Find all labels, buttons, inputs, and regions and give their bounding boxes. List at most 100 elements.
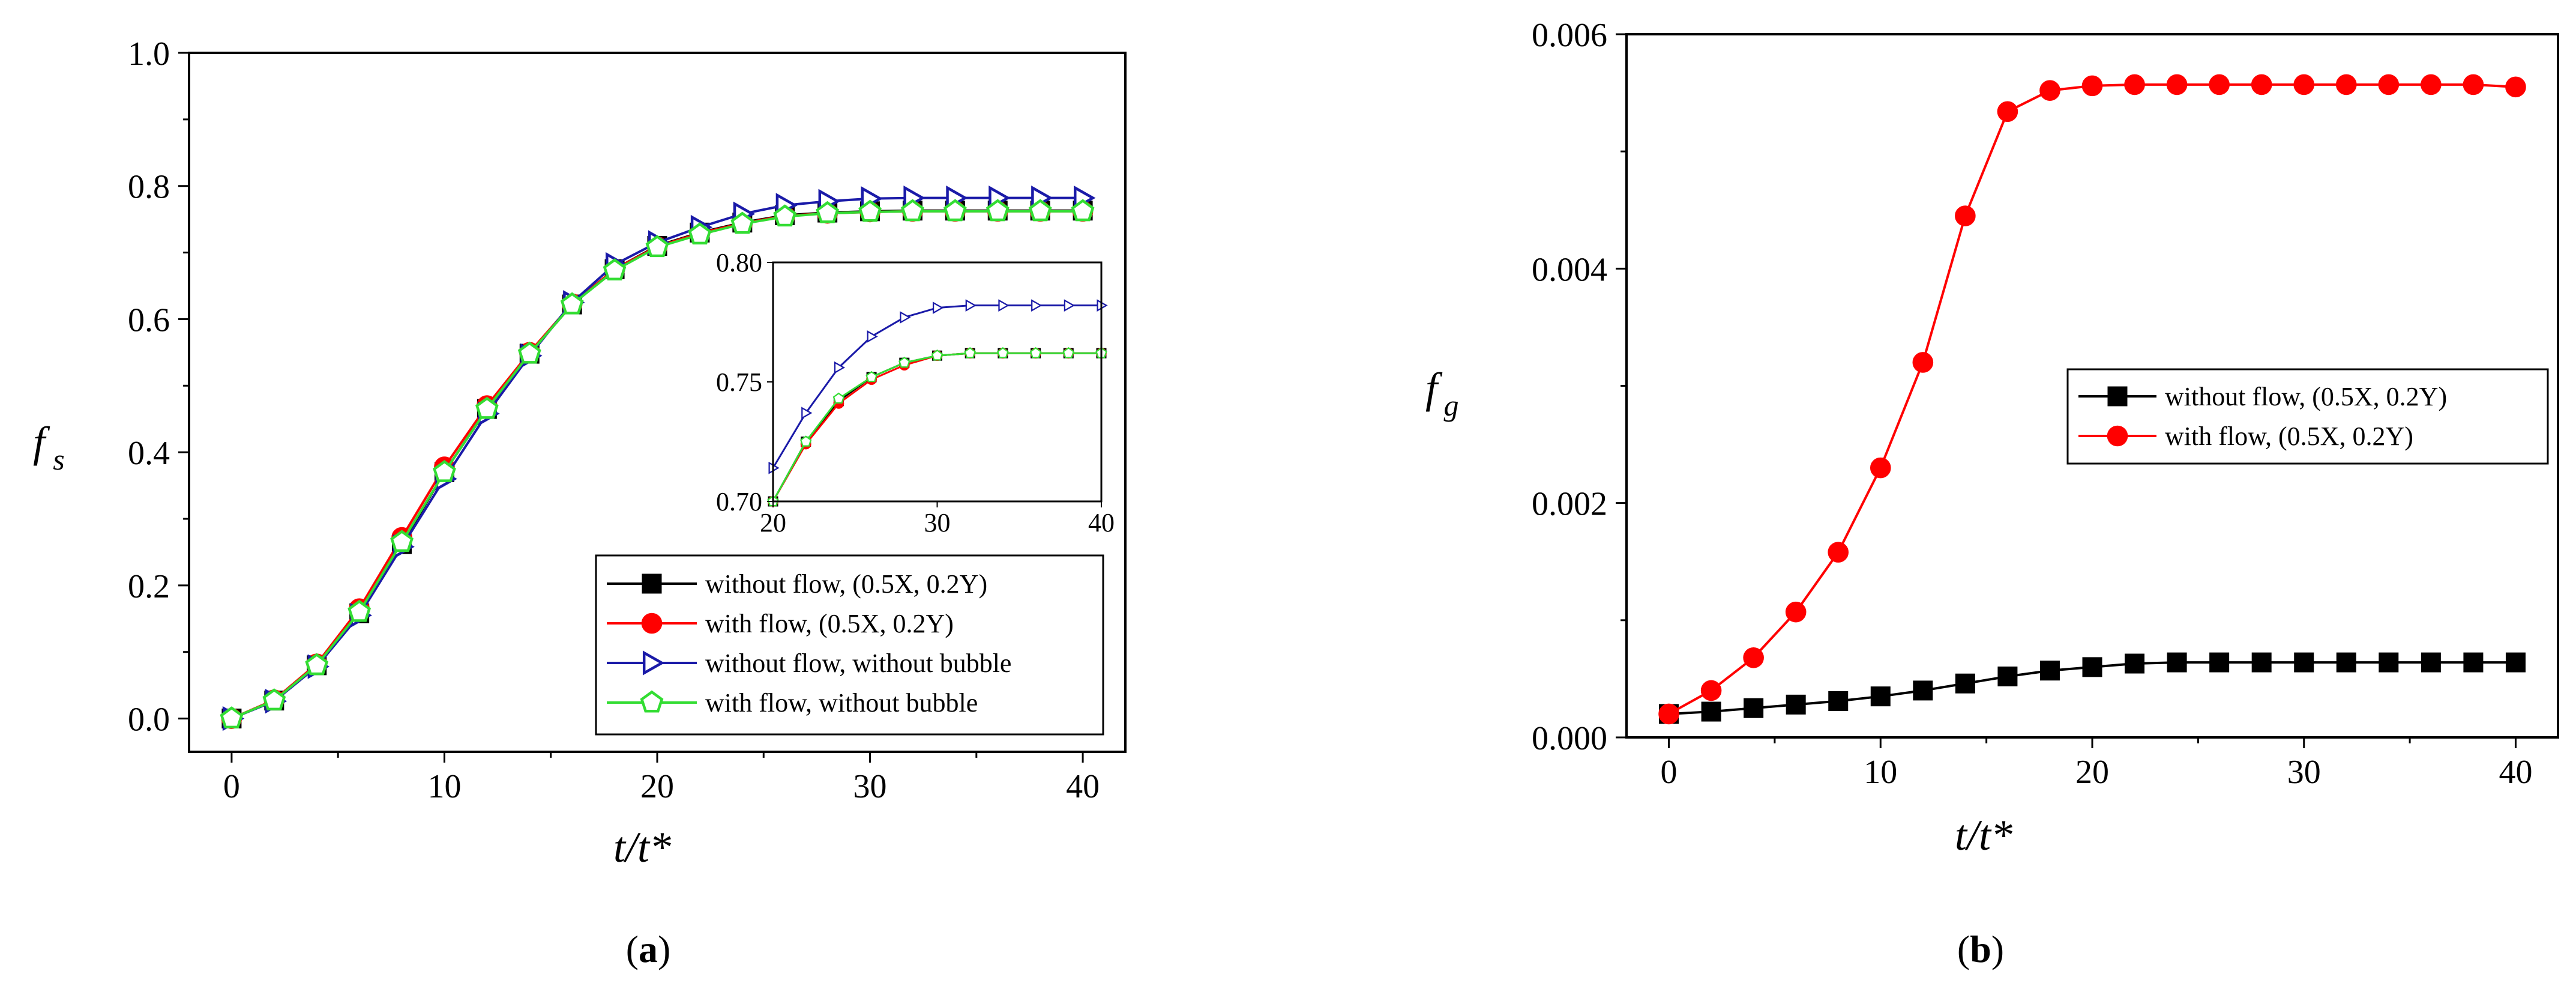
panel-a-plot-area: 0 10 20 30 40 0.0 0.2 0.4 0.6 0.8 1.0 [128, 35, 1127, 805]
panel-b-series-with-flow-0-5x-0-2y [1658, 74, 2526, 725]
panel-a-ytick-label: 0.2 [128, 568, 170, 605]
panel-a-data-point [475, 396, 499, 419]
panel-b-data-point [2125, 653, 2145, 674]
panel-b-data-point [2379, 652, 2399, 673]
panel-b: 0 10 20 30 40 0.000 0.002 0.004 0.006 without fl… [1425, 17, 2559, 970]
panel-b-data-point [1828, 691, 1849, 711]
panel-a-series-with-flow-without-bubble [220, 199, 1095, 729]
panel-a-legend-marker [641, 612, 663, 634]
panel-b-data-point [2039, 80, 2060, 101]
panel-a-data-point [773, 204, 797, 227]
panel-a-caption-letter: a [639, 928, 658, 970]
panel-a-caption: (a) [626, 928, 671, 970]
panel-a-xtick-label: 10 [427, 768, 461, 805]
panel-b-data-point [2209, 74, 2230, 95]
panel-a-inset-background [773, 262, 1101, 501]
panel-a-inset-data-point [998, 299, 1010, 312]
panel-b-legend: without flow, (0.5X, 0.2Y) with flow, (0.… [2066, 368, 2549, 465]
panel-a-legend-marker [640, 690, 664, 713]
panel-b-data-point [1997, 101, 2018, 122]
panel-b-data-point [2421, 652, 2441, 673]
panel-b-data-point [2293, 74, 2315, 95]
panel-a-data-point [603, 258, 627, 280]
panel-b-data-point [2166, 74, 2188, 95]
panel-a-inset-data-point [898, 356, 910, 368]
panel-a-data-point [688, 222, 712, 245]
panel-b-data-point [2505, 76, 2526, 98]
panel-b-ytick-label: 0.004 [1532, 251, 1607, 288]
panel-a-inset-ytick-label: 0.80 [716, 248, 762, 277]
panel-b-data-point [2251, 74, 2272, 95]
panel-a-inset-data-point [865, 371, 877, 383]
panel-a-ylabel-sub: s [53, 443, 64, 476]
panel-a-ytick-label: 0.4 [128, 435, 170, 472]
panel-a-inset-xtick-label: 30 [924, 508, 951, 537]
panel-a-inset-ytick-label: 0.70 [716, 487, 762, 516]
panel-b-ylabel-sub: g [1444, 389, 1459, 422]
panel-b-data-point [1997, 667, 2018, 687]
panel-b-data-point [1743, 647, 1764, 668]
panel-a-xtick-label: 30 [853, 768, 887, 805]
panel-b-legend-label: without flow, (0.5X, 0.2Y) [2165, 382, 2447, 411]
panel-a-inset-data-point [965, 299, 977, 312]
panel-a-data-point [730, 211, 754, 234]
panel-a-inset-xtick-label: 20 [760, 508, 786, 537]
panel-b-data-point [1870, 686, 1891, 707]
panel-a-data-point [1071, 199, 1095, 222]
panel-a-legend-label: without flow, without bubble [705, 649, 1011, 678]
panel-a-inset-data-point [932, 301, 944, 314]
panel-b-data-point [2378, 74, 2400, 95]
panel-b-data-point [2463, 652, 2484, 673]
panel-b-ytick-label: 0.002 [1532, 486, 1607, 523]
panel-a-legend-marker [642, 650, 665, 676]
panel-b-data-point [1955, 673, 1975, 694]
panel-b-legend-box [2066, 368, 2549, 465]
panel-b-legend-label: with flow, (0.5X, 0.2Y) [2165, 422, 2413, 451]
panel-a-inset-data-point [832, 392, 845, 404]
panel-a-ytick-label: 1.0 [128, 35, 170, 73]
panel-a-data-point [305, 653, 329, 676]
panel-a-inset-data-point [900, 311, 911, 324]
panel-b-xtick-label: 30 [2287, 754, 2321, 791]
panel-a-inset-ytick-label: 0.75 [716, 367, 762, 397]
panel-b-data-point [1658, 703, 1679, 725]
panel-a-xtick-label: 40 [1066, 768, 1100, 805]
panel-a-data-point [262, 688, 286, 711]
panel-a-data-point [943, 199, 967, 222]
panel-b-data-point [1701, 701, 1721, 722]
panel-a-inset-data-point [1064, 299, 1075, 312]
panel-b-ytick-label: 0.000 [1532, 720, 1607, 757]
panel-a-inset-data-point [964, 347, 976, 358]
panel-a-xtick-label: 20 [640, 768, 674, 805]
panel-b-plot-area: 0 10 20 30 40 0.000 0.002 0.004 0.006 [1532, 17, 2559, 791]
panel-a: 0 10 20 30 40 0.0 0.2 0.4 0.6 0.8 1.0 20 30 40 0.70 0.… [33, 35, 1127, 970]
panel-a-inset-data-point [834, 361, 846, 374]
panel-a-data-point [1028, 199, 1052, 222]
panel-b-data-point [2421, 74, 2442, 95]
panel-b-data-point [1828, 542, 1849, 563]
panel-a-xtick-label: 0 [223, 768, 240, 805]
panel-b-legend-marker [2107, 425, 2128, 447]
panel-a-inset-data-point [997, 347, 1009, 358]
panel-b-data-point [2251, 652, 2272, 673]
panel-a-inset-data-point [800, 435, 812, 447]
panel-b-data-point [1700, 680, 1722, 701]
panel-a-data-point [858, 199, 882, 222]
panel-a-ytick-label: 0.8 [128, 169, 170, 206]
panel-b-data-point [2124, 74, 2145, 95]
svg-text:(a): (a) [626, 928, 671, 970]
panel-a-data-point [645, 235, 669, 258]
panel-b-xtick-label: 40 [2499, 754, 2532, 791]
panel-a-inset: 20 30 40 0.70 0.75 0.80 [716, 248, 1115, 537]
panel-b-series-without-flow-0-5x-0-2y [1659, 652, 2526, 724]
panel-a-inset-xtick-label: 40 [1088, 508, 1115, 537]
panel-a-data-point [901, 199, 924, 222]
panel-b-xtick-label: 20 [2075, 754, 2109, 791]
panel-a-inset-data-point [801, 407, 813, 420]
panel-b-data-point [2335, 74, 2357, 95]
panel-b-ylabel: f [1425, 364, 1443, 412]
panel-a-data-point [220, 706, 244, 729]
panel-a-data-point [348, 599, 372, 622]
panel-a-legend-box [595, 554, 1104, 736]
